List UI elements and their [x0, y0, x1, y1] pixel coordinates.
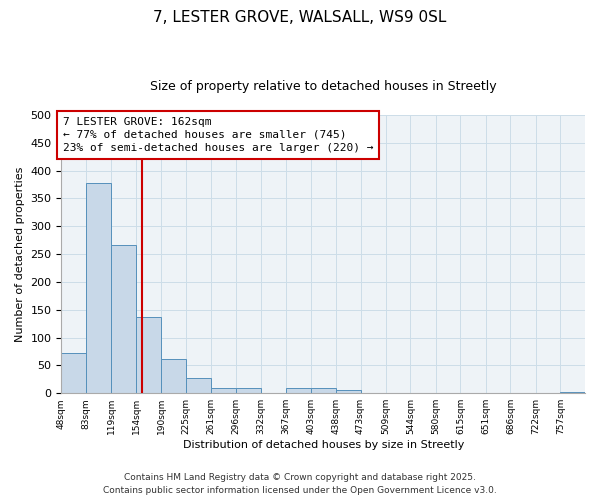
Bar — [311, 388, 336, 393]
Title: Size of property relative to detached houses in Streetly: Size of property relative to detached ho… — [150, 80, 497, 93]
Text: Contains HM Land Registry data © Crown copyright and database right 2025.
Contai: Contains HM Land Registry data © Crown c… — [103, 474, 497, 495]
Bar — [336, 390, 361, 393]
Bar — [186, 378, 211, 393]
Bar — [86, 184, 112, 393]
X-axis label: Distribution of detached houses by size in Streetly: Distribution of detached houses by size … — [182, 440, 464, 450]
Text: 7 LESTER GROVE: 162sqm
← 77% of detached houses are smaller (745)
23% of semi-de: 7 LESTER GROVE: 162sqm ← 77% of detached… — [63, 116, 373, 153]
Text: 7, LESTER GROVE, WALSALL, WS9 0SL: 7, LESTER GROVE, WALSALL, WS9 0SL — [154, 10, 446, 25]
Bar — [161, 358, 186, 393]
Bar — [112, 244, 136, 393]
Bar — [61, 352, 86, 393]
Bar — [136, 317, 161, 393]
Bar — [286, 388, 311, 393]
Bar — [211, 388, 236, 393]
Y-axis label: Number of detached properties: Number of detached properties — [15, 166, 25, 342]
Bar — [236, 388, 261, 393]
Bar — [560, 392, 585, 393]
